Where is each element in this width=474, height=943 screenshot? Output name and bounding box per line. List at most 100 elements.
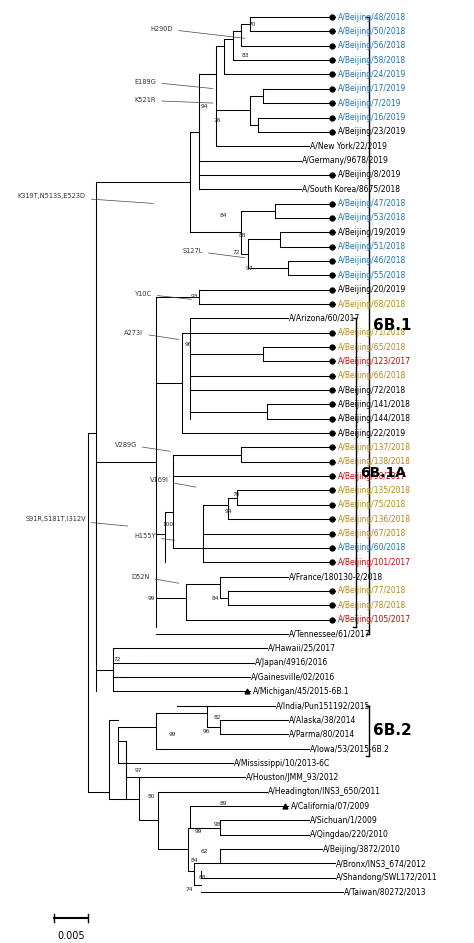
Text: A/India/Pun151192/2015: A/India/Pun151192/2015 [276,702,371,710]
Text: 98: 98 [214,822,221,827]
Text: A/Taiwan/80272/2013: A/Taiwan/80272/2013 [344,887,427,897]
Text: A/Beijing/47/2018: A/Beijing/47/2018 [338,199,406,208]
Text: A/Beijing/23/2019: A/Beijing/23/2019 [338,127,406,137]
Text: 96: 96 [203,729,210,734]
Text: A/California/07/2009: A/California/07/2009 [291,802,370,811]
Text: H290D: H290D [151,25,245,39]
Text: 62: 62 [201,850,208,854]
Text: 94: 94 [201,104,208,108]
Text: A/Beijing/51/2018: A/Beijing/51/2018 [338,242,406,251]
Text: A/Beijing/72/2018: A/Beijing/72/2018 [338,386,406,394]
Text: S91R,S181T,I312V: S91R,S181T,I312V [25,516,128,526]
Text: 100: 100 [163,522,173,527]
Text: A/Beijing/50/2018: A/Beijing/50/2018 [338,27,406,36]
Text: A/Beijing/138/2018: A/Beijing/138/2018 [338,457,411,466]
Text: A/Beijing/123/2017: A/Beijing/123/2017 [338,356,411,366]
Text: A/Mississippi/10/2013-6C: A/Mississippi/10/2013-6C [234,758,330,768]
Text: 76: 76 [214,118,221,123]
Text: A/New York/22/2019: A/New York/22/2019 [310,141,387,151]
Text: 80: 80 [147,793,155,799]
Text: 97: 97 [246,266,253,271]
Text: A/Beijing/71/2018: A/Beijing/71/2018 [338,328,406,338]
Text: A/Beijing/56/2018: A/Beijing/56/2018 [338,41,406,50]
Text: 88: 88 [199,875,206,880]
Text: A/Beijing/20/2019: A/Beijing/20/2019 [338,285,406,294]
Text: 84: 84 [220,212,228,218]
Text: A/Headington/INS3_650/2011: A/Headington/INS3_650/2011 [268,787,381,796]
Text: A/Sichuan/1/2009: A/Sichuan/1/2009 [310,816,378,825]
Text: A/Parma/80/2014: A/Parma/80/2014 [289,730,355,738]
Text: 72: 72 [233,250,240,255]
Text: A/Alaska/38/2014: A/Alaska/38/2014 [289,716,356,724]
Text: 82: 82 [214,715,221,720]
Text: K521R: K521R [135,97,213,104]
Text: A/Beijing/78/2018: A/Beijing/78/2018 [338,601,406,610]
Text: Y10C: Y10C [135,291,191,299]
Text: 99: 99 [169,732,176,736]
Text: 94: 94 [224,509,232,515]
Text: 6B.2: 6B.2 [373,723,412,738]
Text: 6B.1: 6B.1 [373,318,412,333]
Text: A/Gainesville/02/2016: A/Gainesville/02/2016 [251,672,335,682]
Text: E189G: E189G [134,78,213,89]
Text: 99: 99 [147,596,155,601]
Text: A/Germany/9678/2019: A/Germany/9678/2019 [302,156,389,165]
Text: K319T,N513S,E523D: K319T,N513S,E523D [18,193,153,204]
Text: V289G: V289G [115,441,170,452]
Text: H155Y: H155Y [135,534,174,540]
Text: A/Beijing/22/2019: A/Beijing/22/2019 [338,429,406,438]
Text: A/Beijing/48/2018: A/Beijing/48/2018 [338,12,406,22]
Text: A/Beijing/136/2018: A/Beijing/136/2018 [338,515,411,523]
Text: V169I: V169I [150,477,196,488]
Text: 96: 96 [185,341,192,347]
Text: A/Japan/4916/2016: A/Japan/4916/2016 [255,658,328,667]
Text: A/Beijing/75/2018: A/Beijing/75/2018 [338,501,406,509]
Text: 84: 84 [211,596,219,601]
Text: A/Beijing/137/2018: A/Beijing/137/2018 [338,443,411,452]
Text: A/Beijing/98/2017: A/Beijing/98/2017 [338,472,406,481]
Text: 0.005: 0.005 [57,931,85,941]
Text: A/Arizona/60/2017: A/Arizona/60/2017 [289,314,360,323]
Text: A/Beijing/58/2018: A/Beijing/58/2018 [338,56,406,65]
Text: A/Beijing/105/2017: A/Beijing/105/2017 [338,615,411,624]
Text: 83: 83 [241,54,249,58]
Text: A/Beijing/60/2018: A/Beijing/60/2018 [338,543,406,553]
Text: A/Beijing/77/2018: A/Beijing/77/2018 [338,587,406,595]
Text: A273I: A273I [124,330,179,339]
Text: 70: 70 [249,22,256,26]
Text: A/Beijing/19/2019: A/Beijing/19/2019 [338,228,406,237]
Text: A/South Korea/8675/2018: A/South Korea/8675/2018 [302,185,400,193]
Text: A/Beijing/141/2018: A/Beijing/141/2018 [338,400,411,409]
Text: A/Beijing/68/2018: A/Beijing/68/2018 [338,300,406,308]
Text: 97: 97 [135,768,142,772]
Text: A/Beijing/55/2018: A/Beijing/55/2018 [338,271,406,280]
Text: 88: 88 [239,233,246,238]
Text: A/Beijing/66/2018: A/Beijing/66/2018 [338,372,406,380]
Text: A/Beijing/3872/2010: A/Beijing/3872/2010 [323,845,401,853]
Text: A/Beijing/24/2019: A/Beijing/24/2019 [338,70,406,79]
Text: 6B.1A: 6B.1A [361,466,407,480]
Text: A/Beijing/65/2018: A/Beijing/65/2018 [338,342,406,352]
Text: 99: 99 [194,829,202,835]
Text: D52N: D52N [131,573,179,583]
Text: A/Beijing/144/2018: A/Beijing/144/2018 [338,414,411,423]
Text: A/Shandong/SWL172/2011: A/Shandong/SWL172/2011 [336,873,438,883]
Text: A/Houston/JMM_93/2012: A/Houston/JMM_93/2012 [246,773,339,782]
Text: 72: 72 [113,657,121,662]
Text: A/Beijing/67/2018: A/Beijing/67/2018 [338,529,406,538]
Text: A/Beijing/17/2019: A/Beijing/17/2019 [338,84,406,93]
Text: A/Michigan/45/2015-6B.1: A/Michigan/45/2015-6B.1 [253,687,349,696]
Text: 89: 89 [220,801,228,805]
Text: A/Qingdao/220/2010: A/Qingdao/220/2010 [310,830,389,839]
Text: A/Beijing/46/2018: A/Beijing/46/2018 [338,256,406,266]
Text: A/Beijing/8/2019: A/Beijing/8/2019 [338,171,401,179]
Text: S127L: S127L [182,248,245,257]
Text: A/Tennessee/61/2017: A/Tennessee/61/2017 [289,629,371,638]
Text: A/France/180130-2/2018: A/France/180130-2/2018 [289,572,383,581]
Text: 74: 74 [186,886,193,892]
Text: A/Beijing/16/2019: A/Beijing/16/2019 [338,113,406,122]
Text: 70: 70 [233,492,240,497]
Text: A/Bronx/INS3_674/2012: A/Bronx/INS3_674/2012 [336,859,427,868]
Text: A/Beijing/135/2018: A/Beijing/135/2018 [338,486,411,495]
Text: A/Hawaii/25/2017: A/Hawaii/25/2017 [268,644,336,653]
